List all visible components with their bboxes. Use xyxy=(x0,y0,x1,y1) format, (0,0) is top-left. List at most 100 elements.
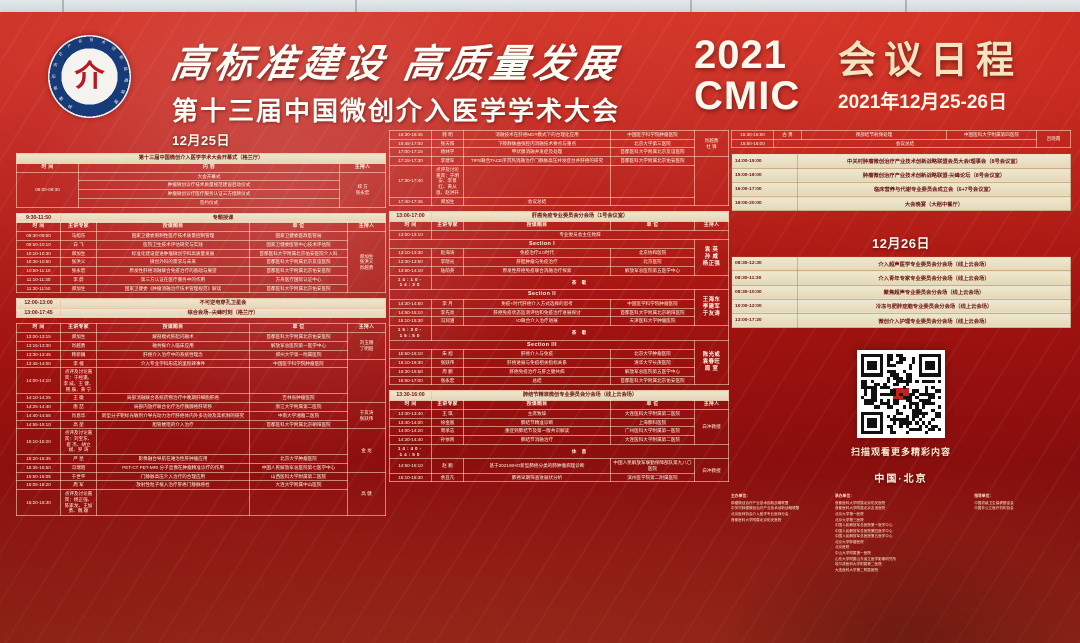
cell-time: 15:35-15:50 xyxy=(16,462,61,473)
cell-org: 国家卫健委医政医管局 xyxy=(248,231,348,241)
cell-chair xyxy=(347,358,386,404)
chair-name: 张永宏 xyxy=(355,189,370,195)
cell-speaker: 李 槐 xyxy=(60,358,97,369)
cell-time: 13:10-13:30 xyxy=(389,248,432,259)
cell-content: 肿瘤微创诊疗医疗服务认证三方授牌仪式 xyxy=(78,189,340,199)
chair-name: 张洪义 xyxy=(359,259,374,265)
credit-item: 首都医科大学附属北京佑安医院 xyxy=(731,517,782,522)
cell-chair: 白冲教授 xyxy=(693,408,730,445)
cell-topic: 肺结节消融治疗 xyxy=(463,435,611,445)
cell-speaker: 张洪义 xyxy=(60,257,97,268)
cell-time: 14:50-15:10 xyxy=(389,458,432,474)
credit-item: 山东大学附属山东省立医学影像研究所 xyxy=(834,556,897,561)
credit-item: 中关村肿瘤微创治疗产业技术创新战略联盟 xyxy=(731,506,800,511)
cell-org: 中国人民解放军总医院第七医学中心 xyxy=(249,462,348,473)
credit-heading: 主办单位： xyxy=(731,494,750,498)
session-name: 冷冻与肥胖症脑专业委员会分会场（线上云会场） xyxy=(797,298,1071,314)
table-row: 16:30-16:45 韩 明消融技术在肝癌MDT模式下的台理化应用 中国医学科学院… xyxy=(389,129,729,158)
cell-topic xyxy=(96,428,250,456)
year-number: 2021 xyxy=(694,33,787,77)
cell-label: 会议总结 xyxy=(773,138,1037,149)
section-label: Section III xyxy=(389,339,695,351)
banner-time: 9:30-11:50 xyxy=(16,212,61,224)
break-row: 15:30-15:50 茶 歇 xyxy=(389,325,729,341)
list-item: 08:30-12:30 介入超声医学专业委员会分会场（线上云会场） xyxy=(731,256,1071,272)
session-name: 介入超声医学专业委员会分会场（线上云会场） xyxy=(797,256,1071,272)
col-header-topic: 授课题目 xyxy=(463,399,611,410)
session-name: 介入青年专家专业委员会分会场（线上云会场） xyxy=(797,270,1071,286)
credit-item: 首都医科大学附属北京友谊医院 xyxy=(834,506,886,511)
cell-speaker: 陆荫英 xyxy=(431,265,464,276)
cell-org: 首都医科大学附属北京朝阳医院 xyxy=(609,307,695,318)
cell-topic: IO联合介入治疗进展 xyxy=(463,316,611,327)
col-header-org: 单 位 xyxy=(249,323,348,334)
chair-name: 杨正强 xyxy=(702,260,721,267)
logo-mark: 介 xyxy=(74,58,105,94)
chair-name: 金 龙 xyxy=(361,447,372,453)
credit-item: 北京医师协会介入医学专业医师分会 xyxy=(731,512,789,516)
chair-name: 杜 锋 xyxy=(706,143,717,149)
slogan-block: 高标准建设 高质量发展 第十三届中国微创介入医学学术大会 xyxy=(168,33,623,128)
dec26-sessions-block: 08:30-12:30 介入超声医学专业委员会分会场（线上云会场） 08:30-… xyxy=(731,256,1071,329)
chair-name: 张跃伟 xyxy=(359,415,374,421)
chair-name: 于友涛 xyxy=(702,310,721,317)
qr-code[interactable] xyxy=(857,350,945,439)
cell-topic: 肝癌免疫治疗与肝之健共病 xyxy=(463,366,611,377)
list-item: 13:00-17:20 微创介入护理专业委员会分会场（线上云会场） xyxy=(731,312,1071,329)
cell-org: 中南大学湘雅二医院 xyxy=(249,410,348,421)
table-row: 10:10-10:30 郑加生 标准化建设促进肿瘤微创学科高质量发展 首都医科大… xyxy=(16,248,386,259)
cell-chair: 吕晓霞 xyxy=(1036,129,1071,149)
table-row: 16:20-16:30 点评及讨论嘉宾：杨正强、陈家龙、王加勇、魏 颖 xyxy=(16,489,386,517)
table-row: 签约仪式 xyxy=(17,197,386,208)
cell-topic: 磁共振介入临床应用 xyxy=(96,341,250,351)
cell-time: 12:00-13:00 xyxy=(16,298,61,309)
meeting-time: 15:00-18:00 xyxy=(731,167,798,183)
cell-speaker: 李 蔚 xyxy=(60,274,97,285)
cell-speaker: 李先亮 xyxy=(431,307,464,318)
cell-time: 16:45-17:00 xyxy=(389,138,432,149)
cell-topic: 颈部结节射频处理 xyxy=(801,130,947,140)
cell-speaker: 徐金富 xyxy=(431,417,464,428)
chair-name: 袁春旺 xyxy=(702,359,721,366)
cell-speaker: 韩 明 xyxy=(431,130,464,140)
section-header-row: Section II 王海东 李建军 于友涛 xyxy=(389,289,730,327)
cell-org: 北京大学肿瘤医院 xyxy=(609,349,695,360)
cell-speaker: 白 飞 xyxy=(60,239,97,250)
cell-speaker: 韩新巍 xyxy=(60,349,97,360)
cell-speaker: 古 勇 xyxy=(773,130,802,140)
cell-speaker: 张永宏 xyxy=(60,266,97,276)
col-header-time: 时 间 xyxy=(389,220,432,231)
cell-time: 16:50-17:00 xyxy=(389,375,432,386)
cell-topic: 下肢静脉曲张腔内消融技术要点与重点 xyxy=(463,138,611,149)
cell-org: 吉林省肿瘤医院 xyxy=(249,393,348,404)
conference-acronym: CMIC xyxy=(694,74,801,118)
cell-topic: 国家卫健委限制性医疗技术质量控制管理 xyxy=(96,231,250,241)
table-row: 17:15-17:30 李建军 TIPS联合TACE序贯热消融治疗门静脉高压并发症台… xyxy=(389,156,729,207)
credit-item: 北京大学第三医院 xyxy=(834,517,864,522)
chair-name: 陈光或 xyxy=(702,352,721,359)
col-header-time: 时 间 xyxy=(16,323,61,334)
cell-time: 14:00-14:10 xyxy=(16,367,61,395)
cell-topic xyxy=(96,489,250,517)
afternoon-lectures-table: 时 间 主讲专家 授课题目 单 位 主持人 13:00-13:15 郑加生 解剖模式… xyxy=(16,323,386,517)
cell-time: 13:00-17:45 xyxy=(16,307,61,319)
cell-topic: 介入专业学科形成的里程碑事件 xyxy=(96,358,250,369)
cell-time: 17:15-17:30 xyxy=(389,156,432,166)
cell-topic: 原发性肝癌消融联合免疫治疗的基础与展望 xyxy=(96,266,250,276)
cell-time: 15:30-15:50 xyxy=(731,130,774,140)
table-row: 09:30-09:50 马旭东 国家卫健委限制性医疗技术质量控制管理 国家卫健委… xyxy=(16,231,387,294)
cell-topic: 总结 xyxy=(463,375,611,386)
cell-org: 中国医学科学院肿瘤医院 xyxy=(610,130,695,140)
chair-name: 刘玉娥 xyxy=(359,340,374,346)
lung-nodule-session: 13:30-16:00 肺结节精准微创专业委员会分会场（线上云会场） 时 间 主… xyxy=(389,390,730,483)
cell-speaker: 点评及讨论嘉宾：杨正强、陈家龙、王加勇、魏 颖 xyxy=(60,489,97,517)
meeting-time: 18:00-20:00 xyxy=(731,196,798,212)
table-row: 14:40-14:55 肖恩华 新型分子靶标光敏剂介导光动力治疗肝癌体内外多功效及其… xyxy=(16,410,386,421)
schedule-column-1: 12月25日 第十三届中国微创介入医学学术大会开幕式（格兰厅） 时 间 内 容 … xyxy=(16,130,387,521)
cell-chair: 袁 英 孙 威 杨正强 xyxy=(693,238,730,276)
table-row: 15:50-16:05 于世平 门静脉高压介入治疗的合理应用 山西医科大学附属第二医院… xyxy=(16,471,386,517)
table-row: 13:40-14:00 徐金富 肺结节精准诊断 上海肺科医院 xyxy=(389,417,729,428)
cell-speaker: 马旭东 xyxy=(60,231,97,241)
credit-heading: 指导单位： xyxy=(974,494,994,498)
table-row: 15:10-15:30 余亘凡 肺癌早期筛查进展状分析 滨州医学院第二附属医院 xyxy=(389,472,729,483)
